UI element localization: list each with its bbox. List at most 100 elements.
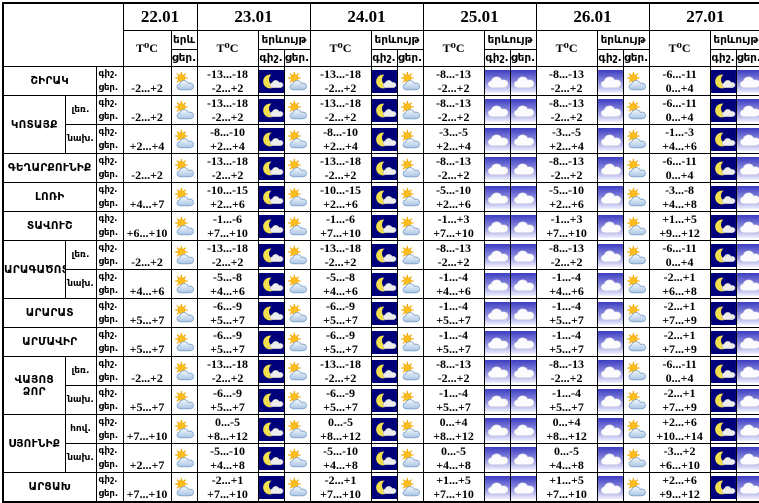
night-icon-cell xyxy=(257,356,285,386)
night-icon-cell xyxy=(709,385,737,415)
day-icon-cell xyxy=(396,124,424,154)
day-temp: +7...+10 xyxy=(433,487,474,501)
day-icon-cell xyxy=(622,385,650,415)
night-temp: +1...+5 xyxy=(549,473,584,487)
temp-cell: -6...-9 +5...+7 xyxy=(196,298,259,328)
day-temp: -2...+2 xyxy=(550,168,583,182)
sun-cloud-icon xyxy=(172,216,196,237)
day-row-label: ցեր. xyxy=(98,141,119,151)
day-col-header: ցեր. xyxy=(170,49,198,67)
cloud-icon xyxy=(511,273,536,296)
sun-cloud-icon xyxy=(624,71,648,92)
night-icon-cell xyxy=(370,356,398,386)
region-label: ԱՐԱՐԱՏ xyxy=(2,298,97,328)
day-temp: +5...+7 xyxy=(436,342,471,356)
temp-cell: -13...-18 -2...+2 xyxy=(196,66,259,96)
moon-cloud-icon xyxy=(711,70,736,93)
day-temp: -2...+2 xyxy=(550,371,583,385)
night-icon-cell xyxy=(257,211,285,241)
sun-cloud-icon xyxy=(398,100,422,121)
sun-cloud-icon xyxy=(172,274,196,295)
temp-cell: +5...+7 xyxy=(122,327,172,357)
day-icon-cell xyxy=(396,153,424,183)
day-icon-cell xyxy=(735,414,759,444)
day-temp: +6...+8 xyxy=(662,284,697,298)
cloud-icon xyxy=(511,99,536,122)
time-labels-cell: գիշ. ցեր. xyxy=(95,327,124,357)
day-icon-cell xyxy=(735,240,759,270)
night-icon-cell xyxy=(709,66,737,96)
temp-cell: -6...-11 0...+4 xyxy=(648,95,711,125)
day-icon-cell xyxy=(170,356,198,386)
night-icon-cell xyxy=(370,95,398,125)
cloud-icon xyxy=(485,99,510,122)
night-temp: -3...-8 xyxy=(665,183,695,198)
day-temp: +8...+12 xyxy=(546,429,587,443)
moon-cloud-icon xyxy=(259,244,284,267)
day-temp: +7...+9 xyxy=(662,400,697,414)
day-icon-cell xyxy=(170,385,198,415)
cloud-icon xyxy=(598,70,623,93)
cloud-icon xyxy=(598,244,623,267)
day-temp: -2...+2 xyxy=(550,110,583,124)
date-header: 23.01 xyxy=(196,2,311,31)
moon-cloud-icon xyxy=(259,273,284,296)
sun-cloud-icon xyxy=(172,245,196,266)
sun-cloud-icon xyxy=(398,448,422,469)
day-row-label: ցեր. xyxy=(98,112,119,122)
temp-cell: -1...-6 +7...+10 xyxy=(196,211,259,241)
temp-cell: -13...-18 -2...+2 xyxy=(309,66,372,96)
day-icon-cell xyxy=(170,240,198,270)
day-row-label: ցեր. xyxy=(98,228,119,238)
temp-cell: 0...-5 +4...+8 xyxy=(535,443,598,473)
temp-cell: +4...+7 xyxy=(122,182,172,212)
night-temp: -6...-9 xyxy=(213,386,242,401)
cloud-icon xyxy=(737,476,759,499)
day-temp: +5...+7 xyxy=(436,313,471,327)
night-icon-cell xyxy=(596,327,624,357)
night-col-header: գիշ. xyxy=(257,49,285,67)
day-temp: +2...+4 xyxy=(210,139,245,153)
night-row-label: գիշ. xyxy=(98,475,118,485)
sun-cloud-icon xyxy=(624,158,648,179)
night-icon-cell xyxy=(257,414,285,444)
night-icon-cell xyxy=(257,182,285,212)
temp-cell: -2...+2 xyxy=(122,153,172,183)
day-icon-cell xyxy=(283,298,311,328)
temp-cell: -8...-13 -2...+2 xyxy=(535,356,598,386)
cloud-icon xyxy=(485,215,510,238)
moon-cloud-icon xyxy=(711,244,736,267)
day-icon-cell xyxy=(622,182,650,212)
night-row-label: գիշ. xyxy=(98,156,118,166)
moon-cloud-icon xyxy=(372,360,397,383)
sun-cloud-icon xyxy=(285,216,309,237)
day-temp: +6...+10 xyxy=(126,226,168,240)
cloud-icon xyxy=(511,157,536,180)
night-temp: -13...-18 xyxy=(320,357,362,372)
temp-cell: -13...-18 -2...+2 xyxy=(196,153,259,183)
moon-cloud-icon xyxy=(372,70,397,93)
night-row-label: գիշ. xyxy=(98,127,118,137)
day-icon-cell xyxy=(509,269,537,299)
night-temp: -8...-13 xyxy=(549,241,585,256)
night-temp: -5...-10 xyxy=(323,444,359,459)
cloud-icon xyxy=(598,99,623,122)
night-col-header: գիշ. xyxy=(483,49,511,67)
night-icon-cell xyxy=(596,414,624,444)
night-temp xyxy=(124,97,170,111)
night-icon-cell xyxy=(483,472,511,503)
night-icon-cell xyxy=(483,356,511,386)
temp-cell: -5...-10 +4...+8 xyxy=(309,443,372,473)
sun-cloud-icon xyxy=(398,361,422,382)
night-temp: -5...-8 xyxy=(213,270,242,285)
moon-cloud-icon xyxy=(259,186,284,209)
sun-cloud-icon xyxy=(624,477,648,498)
day-icon-cell xyxy=(283,240,311,270)
cloud-icon xyxy=(598,476,623,499)
night-icon-cell xyxy=(596,124,624,154)
night-row-label: գիշ. xyxy=(98,446,118,456)
cloud-icon xyxy=(598,128,623,151)
day-temp: 0...+4 xyxy=(665,110,694,124)
temp-cell: -1...-4 +4...+6 xyxy=(422,269,485,299)
